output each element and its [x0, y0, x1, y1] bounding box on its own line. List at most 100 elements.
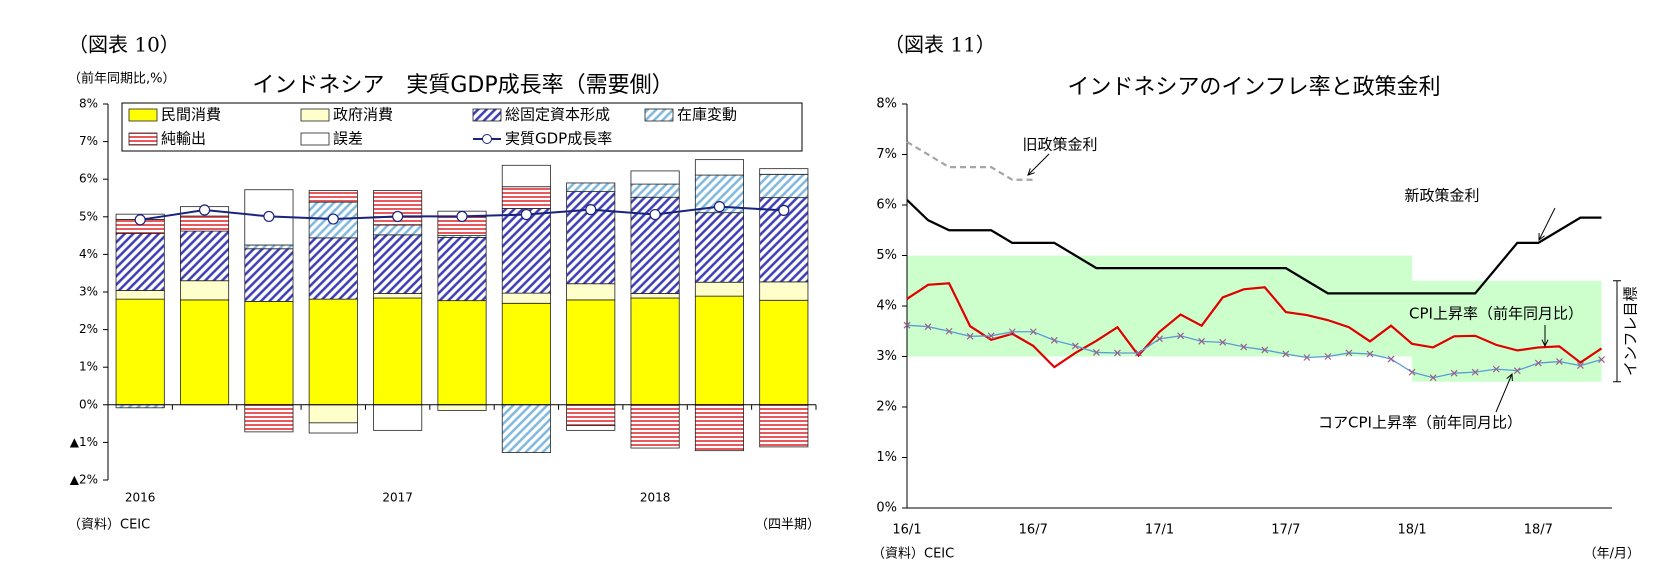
bar-segment	[373, 234, 423, 294]
y-tick-label: 6%	[79, 172, 98, 186]
bar-segment	[694, 281, 744, 297]
annotation-arrow	[1538, 207, 1556, 241]
chart-title: インドネシア 実質GDP成長率（需要側）	[252, 73, 673, 98]
bar-segment	[308, 298, 358, 406]
source: （資料）CEIC	[68, 518, 150, 533]
y-tick-label: 1%	[876, 450, 897, 465]
line-marker	[134, 214, 146, 226]
line-marker	[1492, 365, 1500, 373]
bar-segment	[759, 168, 809, 175]
line-marker	[1366, 350, 1374, 358]
x-tick-label: 18/7	[1524, 523, 1553, 538]
bar-segment	[373, 293, 423, 299]
bar-segment	[566, 283, 616, 301]
legend-label: 誤差	[333, 130, 363, 148]
line-marker	[327, 213, 339, 225]
y-axis-label: （前年同期比,%）	[68, 71, 176, 87]
bar-segment	[308, 422, 358, 434]
bar-segment	[373, 404, 423, 431]
y-tick-label: ▲1%	[70, 435, 98, 449]
bar-segment	[244, 248, 294, 302]
y-tick-label: 6%	[876, 198, 897, 213]
bar-segment	[694, 295, 744, 406]
legend-box	[121, 102, 803, 152]
line-marker	[520, 208, 532, 221]
bar-segment	[566, 299, 616, 406]
line-marker	[263, 210, 275, 223]
line-marker	[456, 210, 468, 223]
y-tick-label: ▲2%	[70, 473, 98, 487]
line-marker	[1513, 367, 1521, 375]
bar-segment	[694, 404, 744, 452]
legend-label: 実質GDP成長率	[505, 130, 612, 148]
legend-swatch	[300, 108, 330, 122]
legend-label: 民間消費	[161, 106, 221, 124]
y-tick-label: 7%	[79, 134, 98, 148]
legend-swatch	[300, 132, 330, 146]
line-marker	[945, 327, 953, 335]
x-tick-label: 2016	[125, 491, 156, 505]
bar-segment	[759, 404, 809, 448]
bar-segment	[180, 280, 230, 301]
x-tick-label: 16/1	[892, 523, 921, 538]
y-tick-label: 8%	[876, 97, 897, 112]
line-marker	[392, 210, 404, 223]
line-marker	[1177, 332, 1185, 340]
line-marker	[1387, 355, 1395, 363]
series-line	[906, 140, 1034, 181]
bar-segment	[244, 244, 294, 250]
bar-segment	[244, 300, 294, 406]
bar-segment	[437, 404, 487, 411]
x-axis-label: （四半期）	[755, 518, 820, 533]
line-marker	[1008, 328, 1016, 336]
x-tick-label: 17/7	[1271, 523, 1300, 538]
bar-segment	[694, 212, 744, 283]
bar-segment	[308, 190, 358, 203]
y-tick-label: 1%	[79, 360, 98, 374]
legend-swatch	[128, 132, 158, 146]
bar-segment	[759, 281, 809, 301]
series-label: コアCPI上昇率（前年同月比）	[1318, 414, 1522, 432]
series-line	[906, 324, 1602, 379]
line-marker	[1071, 342, 1079, 350]
bar-segment	[115, 232, 165, 291]
line-marker	[966, 332, 974, 340]
bar-segment	[566, 404, 616, 426]
line-marker	[1324, 353, 1332, 360]
series-line	[906, 282, 1603, 369]
line-marker	[1345, 349, 1353, 357]
bar-segment	[630, 297, 680, 406]
bar-segment	[630, 293, 680, 299]
legend-swatch	[472, 108, 502, 122]
y-tick-label: 4%	[876, 299, 897, 314]
figure-label: （図表 10）	[68, 33, 180, 57]
x-tick-label: 16/7	[1019, 523, 1048, 538]
line-marker	[1198, 337, 1206, 345]
target-band	[907, 255, 1413, 357]
line-marker	[1471, 368, 1479, 376]
arrow-head	[1027, 168, 1035, 176]
line-marker	[924, 323, 932, 331]
bar-segment	[180, 299, 230, 406]
line-marker	[1555, 358, 1563, 365]
legend-label: 政府消費	[333, 106, 393, 124]
bar-segment	[566, 182, 616, 193]
line-marker	[1450, 369, 1458, 377]
y-tick-label: 2%	[876, 400, 897, 415]
arrow-head	[1541, 339, 1549, 348]
bar-segment	[501, 186, 551, 209]
line-marker	[1029, 328, 1037, 336]
line-marker	[649, 208, 661, 221]
line-marker	[1303, 354, 1311, 361]
y-tick-label: 0%	[876, 501, 897, 516]
target-band	[1412, 280, 1602, 382]
bar-segment	[694, 159, 744, 176]
bar-segment	[694, 174, 744, 214]
series-label: CPI上昇率（前年同月比）	[1409, 305, 1583, 323]
x-tick-label: 17/1	[1145, 523, 1174, 538]
legend-marker	[482, 134, 492, 144]
bar-segment	[501, 164, 551, 188]
line-marker	[198, 204, 211, 216]
x-tick-label: 2017	[382, 491, 413, 505]
